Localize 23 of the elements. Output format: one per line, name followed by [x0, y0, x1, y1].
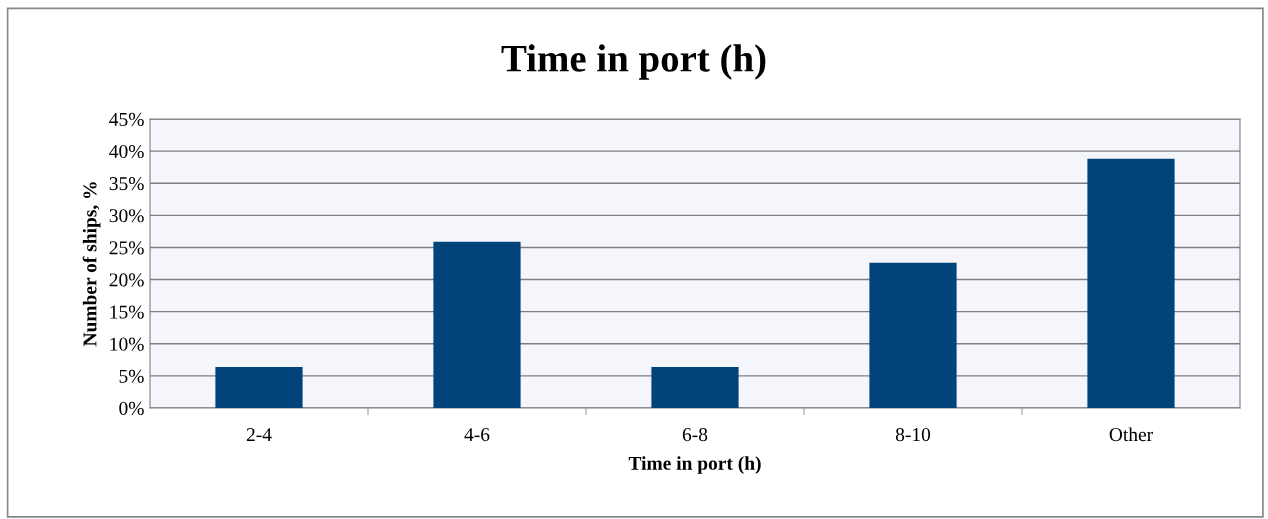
y-tick-label: 40% [109, 144, 144, 159]
y-axis-title: Number of ships, % [82, 182, 101, 347]
x-tick-label: Other [1109, 427, 1153, 442]
y-tick-label: 15% [110, 305, 144, 319]
y-tick-label: 10% [110, 337, 144, 351]
x-tick-label: 2-4 [246, 428, 272, 441]
bar [869, 262, 957, 408]
x-tick-label: 8-10 [895, 428, 931, 442]
x-axis-title: Time in port (h) [628, 456, 761, 474]
bar [215, 366, 303, 408]
x-tick-label: 6-8 [682, 428, 708, 442]
bar [651, 366, 739, 408]
y-tick-label: 30% [109, 209, 144, 223]
y-tick-label: 45% [109, 112, 144, 126]
bar [433, 241, 521, 408]
y-tick-label: 5% [119, 369, 144, 383]
y-tick-label: 35% [109, 177, 144, 191]
y-tick-label: 0% [119, 401, 144, 415]
x-tick-label: 4-6 [464, 428, 490, 442]
bar [1087, 158, 1175, 408]
y-tick-label: 25% [109, 241, 144, 255]
chart-title: Time in port (h) [501, 44, 766, 80]
y-tick-label: 20% [109, 273, 144, 287]
